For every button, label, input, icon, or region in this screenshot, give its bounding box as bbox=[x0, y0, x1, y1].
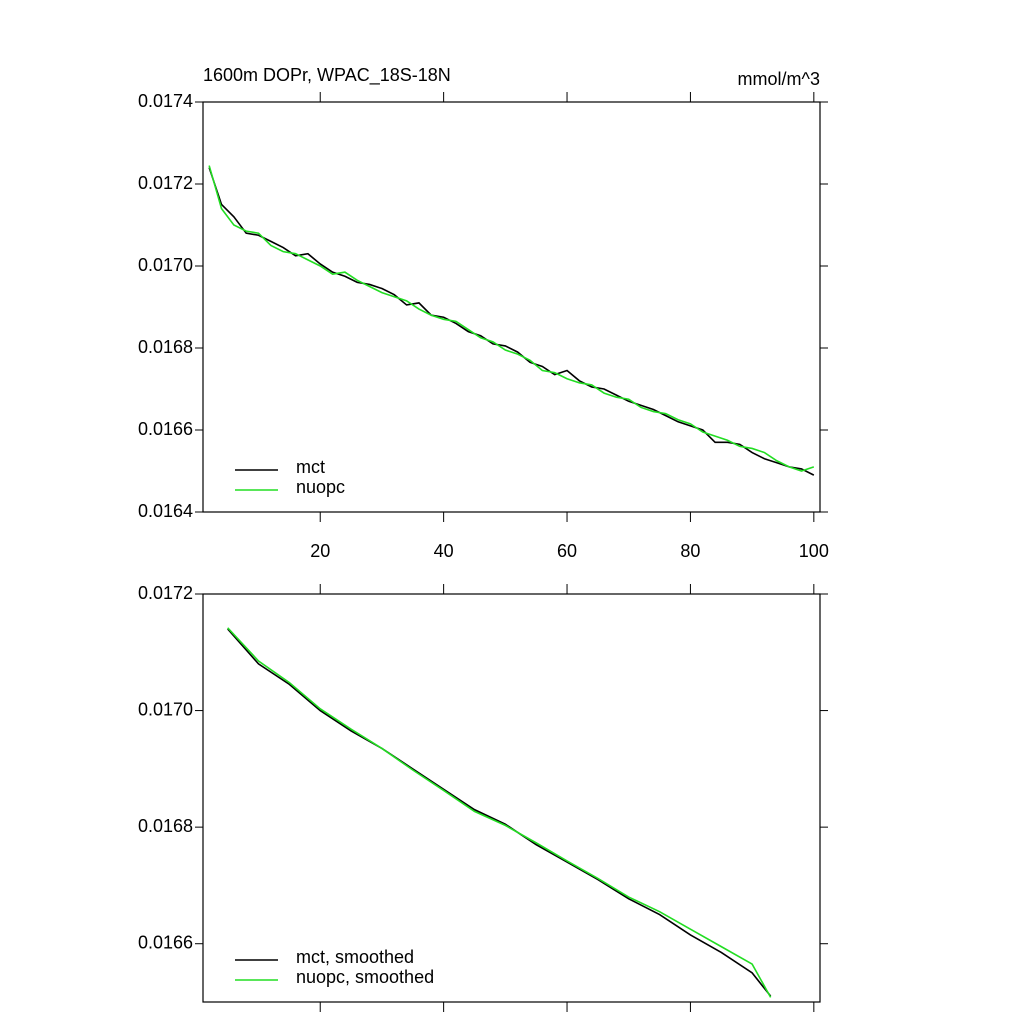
plot-frame bbox=[202, 101, 821, 513]
legend-label: nuopc bbox=[296, 477, 345, 497]
y-tick-label: 0.0164 bbox=[138, 501, 193, 521]
y-tick-label: 0.0174 bbox=[138, 91, 193, 111]
series-line bbox=[208, 165, 815, 472]
y-tick-label: 0.0172 bbox=[138, 173, 193, 193]
legend-label: nuopc, smoothed bbox=[296, 967, 434, 987]
x-tick-label: 20 bbox=[310, 541, 330, 561]
series-line bbox=[208, 167, 815, 476]
x-tick-label: 60 bbox=[557, 541, 577, 561]
legend-label: mct, smoothed bbox=[296, 947, 414, 967]
y-tick-label: 0.0168 bbox=[138, 337, 193, 357]
y-tick-label: 0.0166 bbox=[138, 419, 193, 439]
series-line bbox=[227, 628, 772, 997]
y-tick-label: 0.0172 bbox=[138, 583, 193, 603]
x-tick-label: 100 bbox=[799, 541, 829, 561]
chart-title: 1600m DOPr, WPAC_18S-18N bbox=[203, 65, 451, 86]
y-tick-label: 0.0168 bbox=[138, 816, 193, 836]
plot-frame bbox=[202, 593, 821, 1003]
units-label: mmol/m^3 bbox=[738, 69, 820, 89]
series-line bbox=[227, 627, 772, 998]
y-tick-label: 0.0170 bbox=[138, 699, 193, 719]
x-tick-label: 80 bbox=[680, 541, 700, 561]
y-tick-label: 0.0166 bbox=[138, 932, 193, 952]
legend-label: mct bbox=[296, 457, 325, 477]
y-tick-label: 0.0170 bbox=[138, 255, 193, 275]
x-tick-label: 40 bbox=[434, 541, 454, 561]
